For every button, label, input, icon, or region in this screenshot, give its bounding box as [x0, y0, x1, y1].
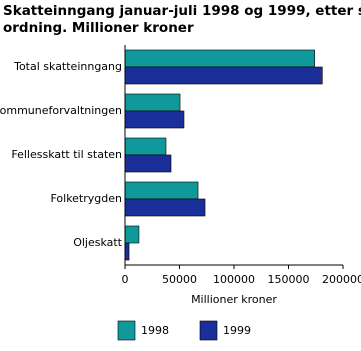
bar [124, 242, 130, 261]
chart-title: ordning. Millioner kroner [3, 20, 194, 36]
chart-title: Skatteinngang januar-juli 1998 og 1999, … [3, 3, 361, 19]
x-tick-label: 0 [122, 273, 129, 286]
x-tick-label: 200000 [322, 273, 361, 286]
legend-label: 1998 [141, 324, 169, 337]
y-tick-label: Fellesskatt til staten [11, 148, 122, 161]
bar [124, 137, 167, 156]
bar [124, 110, 185, 129]
legend-swatch [117, 320, 136, 341]
legend-label: 1999 [223, 324, 251, 337]
bar [124, 225, 140, 244]
bar [124, 154, 172, 173]
y-tick-label: Kommuneforvaltningen [0, 104, 122, 117]
x-axis-label: Millioner kroner [191, 293, 277, 306]
x-tick-label: 100000 [213, 273, 255, 286]
bar [124, 198, 206, 217]
x-tick-label: 50000 [162, 273, 197, 286]
y-tick-label: Total skatteinngang [13, 60, 122, 73]
legend-swatch [199, 320, 218, 341]
y-tick-label: Folketrygden [50, 192, 122, 205]
bar [124, 181, 199, 200]
bar [124, 93, 181, 112]
bar [124, 49, 315, 68]
x-tick-label: 150000 [268, 273, 310, 286]
bar [124, 66, 323, 85]
y-tick-label: Oljeskatt [73, 236, 122, 249]
